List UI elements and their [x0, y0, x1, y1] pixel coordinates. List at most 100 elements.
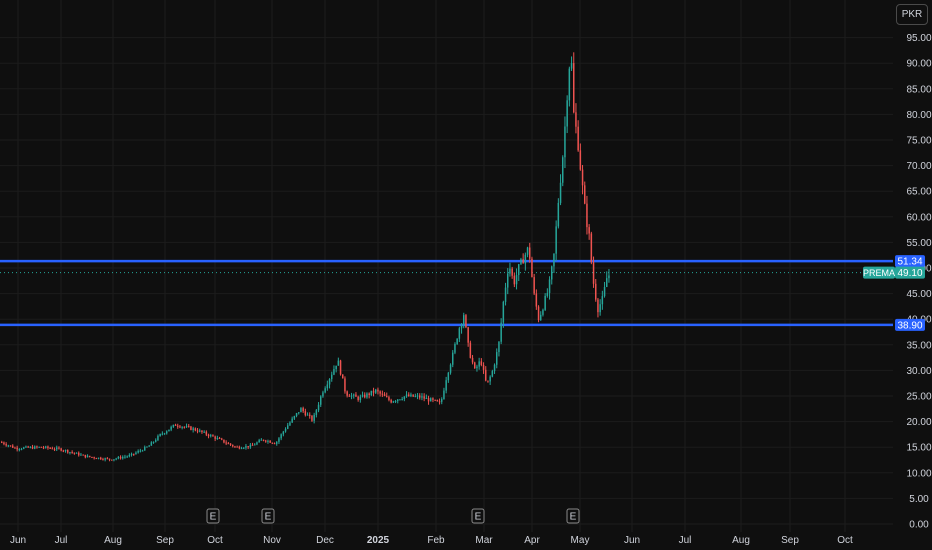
candle-body — [570, 63, 573, 69]
candle-body — [438, 401, 441, 403]
candle-body — [315, 410, 318, 415]
candle-body — [60, 448, 62, 451]
level-price-label: 38.90 — [897, 320, 922, 331]
candle-body — [84, 454, 87, 458]
candle-body — [355, 394, 357, 397]
candle-body — [29, 446, 32, 448]
x-tick-label: Nov — [263, 535, 281, 546]
candle-body — [463, 315, 465, 325]
candle-body — [590, 233, 593, 263]
candle-body — [273, 443, 276, 445]
candle-body — [238, 446, 241, 449]
candle-body — [476, 366, 478, 369]
candle-body — [243, 447, 245, 449]
candle-body — [436, 400, 439, 402]
candle-body — [357, 396, 359, 400]
candle-body — [166, 431, 168, 434]
candle-body — [493, 364, 496, 372]
level-price-badge — [895, 318, 925, 331]
candle-body — [542, 309, 544, 315]
candle-body — [139, 450, 142, 452]
candle-body — [326, 384, 329, 389]
candle-body — [207, 434, 210, 437]
candle-body — [498, 341, 500, 353]
candle-body — [276, 441, 278, 444]
candle-body — [157, 435, 159, 441]
candle-body — [78, 452, 80, 456]
candle-body — [346, 391, 348, 396]
level-price-badge — [895, 255, 925, 268]
candle-body — [331, 374, 333, 380]
candle-body — [40, 446, 43, 448]
candle-body — [317, 404, 320, 411]
candle-body — [249, 444, 252, 448]
candle-body — [218, 437, 221, 439]
candle-body — [122, 457, 124, 459]
candle-body — [430, 398, 432, 402]
candle-body — [199, 430, 201, 432]
candle-body — [144, 446, 146, 451]
candle-body — [168, 429, 170, 432]
candle-body — [399, 399, 401, 401]
candle-body — [410, 394, 412, 397]
candle-body — [234, 446, 236, 448]
x-tick-label: Jul — [55, 535, 68, 546]
candle-body — [73, 452, 76, 454]
candle-body — [412, 394, 414, 397]
candle-body — [18, 449, 21, 451]
candle-body — [559, 182, 562, 203]
candle-body — [214, 436, 216, 439]
candle-body — [188, 426, 190, 428]
candle-body — [223, 439, 225, 443]
candle-body — [245, 446, 247, 448]
candle-body — [465, 315, 467, 328]
candle-body — [25, 446, 27, 448]
candle-body — [23, 447, 25, 449]
candle-body — [322, 392, 324, 397]
candle-body — [194, 428, 197, 431]
candle-body — [392, 401, 395, 403]
candle-body — [216, 437, 219, 439]
candle-body — [337, 360, 340, 366]
candle-body — [212, 435, 214, 437]
candle-body — [581, 169, 584, 186]
candle-body — [599, 304, 601, 313]
candle-body — [526, 247, 529, 255]
candle-body — [342, 374, 344, 379]
candle-body — [383, 394, 386, 397]
candle-body — [82, 454, 84, 456]
x-tick-label: Apr — [524, 535, 540, 546]
currency-button[interactable]: PKR — [896, 4, 928, 25]
candle-body — [42, 447, 45, 449]
y-tick-label: 90.00 — [906, 59, 931, 70]
candle-body — [9, 445, 12, 447]
candle-body — [603, 286, 606, 297]
earnings-marker — [206, 508, 220, 524]
candle-body — [309, 414, 311, 416]
candle-body — [16, 447, 18, 450]
candle-body — [271, 442, 274, 444]
candle-body — [298, 412, 300, 414]
candle-body — [397, 399, 399, 401]
candle-body — [588, 227, 590, 234]
candle-body — [64, 450, 67, 452]
candle-body — [366, 393, 368, 398]
candle-body — [562, 157, 564, 183]
candle-body — [126, 456, 128, 458]
candle-body — [67, 450, 69, 453]
candle-body — [540, 314, 542, 321]
earnings-marker — [566, 508, 580, 524]
candle-body — [89, 455, 91, 457]
candle-body — [445, 380, 447, 391]
candle-body — [548, 279, 551, 293]
candle-body — [350, 395, 353, 397]
candle-body — [520, 259, 522, 265]
x-tick-label: Sep — [781, 535, 799, 546]
y-tick-label: 75.00 — [906, 136, 931, 147]
candle-body — [381, 393, 384, 395]
candle-body — [518, 264, 520, 276]
candle-body — [458, 328, 461, 339]
candle-body — [7, 445, 10, 447]
